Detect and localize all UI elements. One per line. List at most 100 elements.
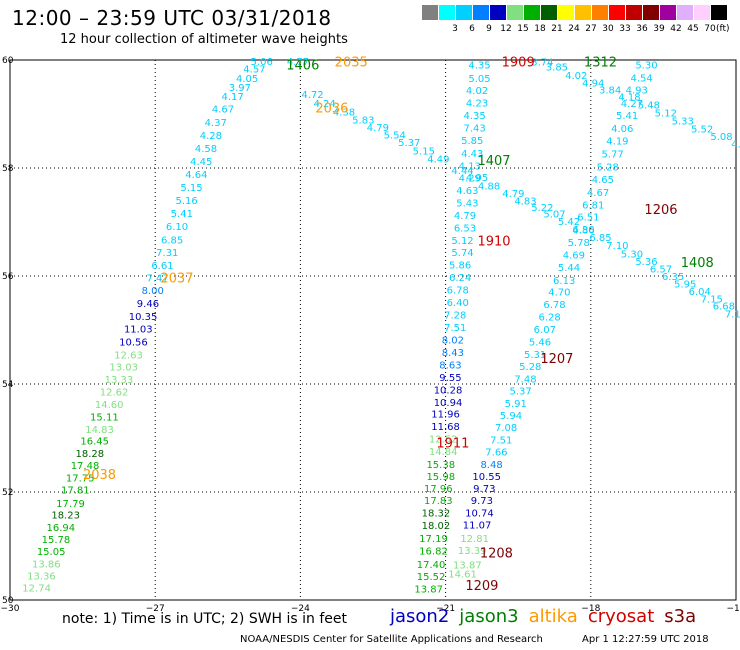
wave-height-value: 6.68 [713,302,735,313]
wave-height-value: 8.48 [480,460,502,471]
satellite-name: jason3 [459,606,519,627]
legend-label: 21 [551,24,563,34]
wave-height-value: 5.36 [635,257,657,268]
wave-height-value: 4.02 [565,71,587,82]
wave-height-value: 5.43 [456,199,478,210]
wave-height-value: 4.79 [502,189,524,200]
satellite-name: jason2 [390,606,450,627]
wave-height-value: 8.00 [142,286,164,297]
legend-label: 3 [452,24,458,34]
wave-height-value: 4.94 [582,79,604,90]
legend-label: 70 [704,24,716,34]
wave-height-value: 4.17 [222,92,244,103]
wave-height-value: 5.41 [171,209,193,220]
wave-height-value: 6.61 [151,261,173,272]
wave-height-value: 5.31 [524,350,546,361]
wave-height-value: 5.12 [655,108,677,119]
legend-swatch [575,5,591,20]
wave-height-value: 4.38 [333,107,355,118]
wave-height-value: 5.15 [413,147,435,158]
legend-label: 30 [602,24,614,34]
wave-height-value: 4.63 [456,186,478,197]
wave-height-value: 4.29 [459,174,481,185]
wave-height-value: 4.77 [287,57,309,68]
wave-height-value: 14.84 [429,447,458,458]
wave-height-value: 4.13 [459,161,481,172]
wave-height-value: 5.44 [558,263,580,274]
legend-swatch [711,5,727,20]
wave-height-value: 4.28 [200,131,222,142]
wave-height-value: 13.86 [32,559,61,570]
wave-height-value: 4.95 [466,173,488,184]
wave-height-value: 4.86 [572,226,594,237]
wave-height-value: 18.32 [422,509,451,520]
wave-height-value: 5.46 [529,337,551,348]
pass-time-label: 1208 [480,546,513,561]
x-tick-label: −15 [727,604,740,614]
y-tick-label: 54 [2,380,14,390]
wave-height-value: 6.81 [582,201,604,212]
credit-text: NOAA/NESDIS Center for Satellite Applica… [240,634,543,645]
wave-height-value: 18.28 [76,449,105,460]
wave-height-value: 5.54 [384,131,406,142]
wave-height-value: 3.97 [229,83,251,94]
pass-time-label: 1408 [681,256,714,271]
wave-height-value: 6.13 [553,276,575,287]
wave-height-value: 8.63 [439,361,461,372]
wave-height-value: 7.31 [156,248,178,259]
wave-height-value: 3.85 [546,62,568,73]
satellite-legend: jason2 jason3 altika cryosat s3a [390,606,706,627]
wave-height-value: 4.43 [461,149,483,160]
pass-time-label: 1911 [436,436,469,451]
wave-height-value: 5.12 [451,236,473,247]
legend-swatch [422,5,438,20]
y-tick-label: 56 [2,272,14,282]
wave-height-value: 6.85 [161,235,183,246]
wave-height-value: 6.78 [447,286,469,297]
wave-height-value: 6.51 [577,213,599,224]
wave-height-value: 4.67 [212,105,234,116]
wave-height-value: 4.49 [427,154,449,165]
wave-height-value: 6.78 [543,300,565,311]
wave-height-value: 15.98 [426,472,455,483]
wave-height-value: 11.03 [124,324,153,335]
wave-height-value: 15.52 [417,572,446,583]
wave-height-value: 12.63 [114,350,143,361]
wave-height-value: 9.46 [137,299,159,310]
y-tick-label: 50 [2,596,14,606]
wave-height-value: 5.07 [543,209,565,220]
wave-height-value: 4.69 [563,250,585,261]
wave-height-value: 17.40 [417,560,446,571]
wave-height-value: 4.37 [205,118,227,129]
legend-unit: (ft) [716,24,730,34]
wave-height-value: 5.06 [251,57,273,68]
wave-height-value: 15.38 [426,460,455,471]
wave-height-value: 14.60 [95,400,124,411]
wave-height-value: 16.45 [80,437,109,448]
wave-height-value: 6.07 [534,325,556,336]
pass-time-label: 2035 [335,56,368,71]
wave-height-value: 13.87 [414,585,443,596]
wave-height-value: 5.16 [176,196,198,207]
wave-height-value: 5.41 [616,111,638,122]
wave-height-value: 18.02 [422,521,451,532]
wave-height-value: 4.58 [195,144,217,155]
wave-height-value: 4.79 [367,123,389,134]
wave-height-value: 7.15 [701,295,723,306]
wave-height-value: 5.30 [635,60,657,71]
wave-height-value: 17.75 [66,473,95,484]
wave-height-value: 6.53 [454,223,476,234]
wave-height-value: 4.70 [548,288,570,299]
pass-time-label: 1207 [540,352,573,367]
wave-height-value: 5.74 [451,248,473,259]
wave-height-value: 16.82 [419,546,448,557]
legend-swatch [626,5,642,20]
wave-height-value: 17.83 [424,496,453,507]
wave-height-value: 13.87 [453,560,482,571]
wave-height-value: 4.83 [514,196,536,207]
wave-height-value: 15.05 [37,547,66,558]
wave-height-value: 5.22 [531,203,553,214]
wave-height-value: 11.68 [431,422,460,433]
timestamp-text: Apr 1 12:27:59 UTC 2018 [582,634,709,645]
